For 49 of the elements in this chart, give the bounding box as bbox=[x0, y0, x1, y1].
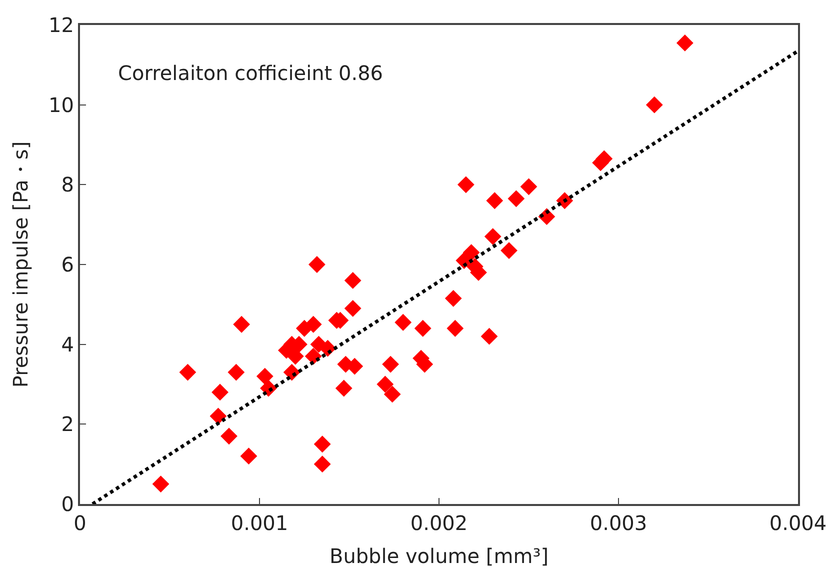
point bbox=[314, 436, 331, 453]
point bbox=[462, 244, 480, 261]
y-tick-label: 8 bbox=[61, 172, 74, 197]
y-tick-label: 10 bbox=[48, 92, 74, 117]
point bbox=[256, 368, 274, 385]
point bbox=[484, 228, 502, 246]
point bbox=[382, 356, 399, 373]
x-axis-title: Bubble volume [mm³] bbox=[329, 544, 549, 568]
point bbox=[344, 300, 362, 317]
point bbox=[646, 96, 663, 114]
point bbox=[486, 192, 504, 210]
point bbox=[480, 328, 498, 345]
point bbox=[233, 316, 250, 333]
point bbox=[344, 272, 362, 289]
point bbox=[384, 386, 401, 403]
y-tick-label: 0 bbox=[61, 492, 74, 516]
point bbox=[152, 476, 170, 492]
point bbox=[210, 408, 227, 425]
point bbox=[508, 190, 525, 208]
point bbox=[444, 290, 462, 307]
point bbox=[240, 448, 258, 465]
point bbox=[394, 314, 412, 331]
point bbox=[212, 384, 228, 401]
point bbox=[179, 364, 196, 381]
point bbox=[335, 380, 352, 397]
point bbox=[314, 456, 331, 473]
y-tick-label: 4 bbox=[61, 332, 74, 356]
point bbox=[414, 320, 432, 337]
x-tick-label: 0.002 bbox=[410, 511, 468, 535]
point bbox=[220, 428, 238, 445]
y-tick-label: 6 bbox=[61, 252, 74, 276]
annotation: Correlaiton cofficieint 0.86 bbox=[118, 61, 384, 85]
point bbox=[446, 320, 464, 337]
point bbox=[676, 34, 694, 52]
point bbox=[376, 376, 394, 393]
y-tick-label: 2 bbox=[61, 412, 74, 436]
point bbox=[228, 364, 245, 381]
point bbox=[500, 242, 518, 259]
point bbox=[457, 176, 474, 194]
point bbox=[304, 316, 322, 333]
y-axis-title: Pressure impulse [Pa・s] bbox=[8, 141, 33, 388]
y-tick-label: 12 bbox=[48, 13, 74, 37]
x-tick-label: 0.003 bbox=[590, 511, 648, 535]
point bbox=[596, 150, 613, 168]
point bbox=[286, 348, 304, 365]
point bbox=[308, 256, 326, 273]
x-tick-label: 0.001 bbox=[230, 511, 288, 535]
x-tick-label: 0.004 bbox=[769, 511, 827, 535]
point bbox=[520, 178, 538, 196]
